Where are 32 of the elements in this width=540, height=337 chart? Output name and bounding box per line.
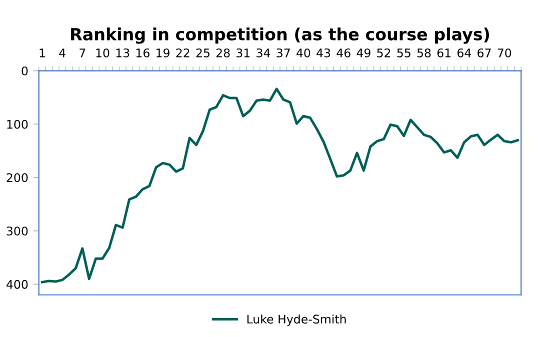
x-tick-label: 64 xyxy=(457,48,472,58)
x-tick-label: 46 xyxy=(336,48,350,58)
x-tick-label: 52 xyxy=(377,48,390,58)
y-tick-label: 400 xyxy=(6,280,28,289)
x-tick-label: 55 xyxy=(397,48,410,58)
y-tick-label: 300 xyxy=(6,226,28,236)
x-tick-label: 37 xyxy=(276,48,290,58)
x-tick-label: 34 xyxy=(256,48,270,58)
y-tick-label: 0 xyxy=(22,66,28,76)
x-tick-label: 1 xyxy=(40,48,45,58)
chart-title: Ranking in competition (as the course plays) xyxy=(71,28,489,44)
x-tick-label: 43 xyxy=(316,48,330,58)
x-tick-label: 49 xyxy=(356,48,370,58)
x-tick-label: 40 xyxy=(296,48,310,58)
x-tick-label: 22 xyxy=(176,48,190,58)
x-tick-label: 10 xyxy=(96,48,110,58)
x-tick-label: 70 xyxy=(498,48,512,58)
x-tick-label: 19 xyxy=(156,48,170,58)
x-tick-label: 31 xyxy=(236,48,250,58)
y-tick-label: 100 xyxy=(7,120,28,129)
x-tick-label: 16 xyxy=(136,48,150,58)
legend-label: Luke Hyde-Smith xyxy=(247,314,346,326)
x-tick-label: 4 xyxy=(59,48,66,58)
x-tick-label: 28 xyxy=(216,48,230,58)
x-tick-label: 25 xyxy=(196,48,210,58)
y-tick-label: 200 xyxy=(6,173,28,182)
x-tick-label: 58 xyxy=(417,48,431,58)
x-tick-label: 67 xyxy=(478,48,491,58)
x-tick-label: 7 xyxy=(80,48,86,58)
x-tick-label: 13 xyxy=(116,48,130,58)
x-tick-label: 61 xyxy=(437,48,450,58)
line-series xyxy=(40,88,519,284)
